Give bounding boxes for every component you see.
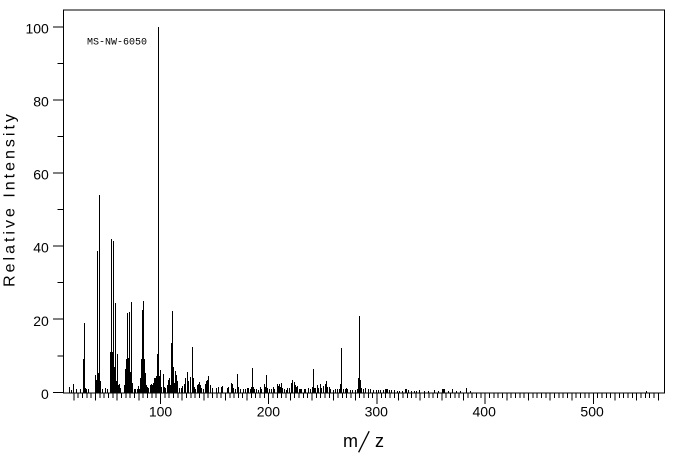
svg-text:500: 500 [580, 404, 604, 420]
svg-text:z: z [375, 431, 384, 451]
svg-text:100: 100 [25, 20, 49, 36]
svg-text:40: 40 [33, 240, 49, 256]
svg-text:80: 80 [33, 94, 49, 110]
svg-text:300: 300 [365, 404, 389, 420]
svg-text:100: 100 [149, 404, 173, 420]
svg-text:Relative Intensity: Relative Intensity [2, 111, 19, 287]
svg-text:MS-NW-6050: MS-NW-6050 [87, 38, 147, 49]
svg-text:200: 200 [257, 404, 281, 420]
svg-text:400: 400 [473, 404, 497, 420]
svg-text:0: 0 [41, 386, 49, 402]
svg-text:20: 20 [33, 313, 49, 329]
svg-text:m: m [343, 431, 358, 451]
svg-text:60: 60 [33, 167, 49, 183]
